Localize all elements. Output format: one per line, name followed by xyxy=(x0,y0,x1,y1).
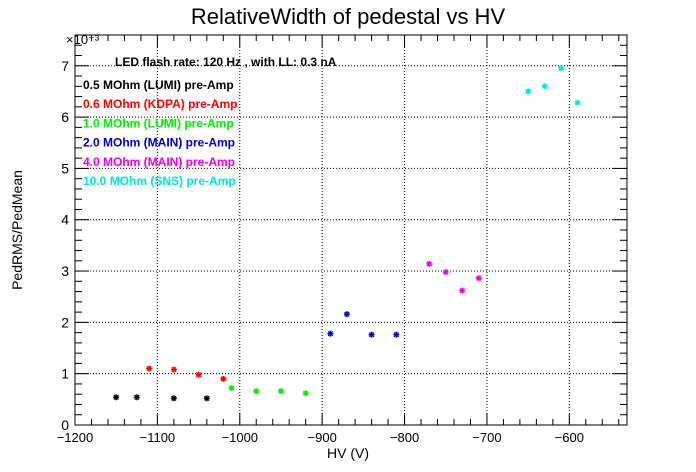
data-point xyxy=(146,365,153,372)
data-point xyxy=(133,394,140,401)
y-tick-label: 7 xyxy=(61,58,69,74)
x-axis: −1200 −1100 −1000 −900 −800 −700 −600 xyxy=(57,35,620,445)
y-tick-label: 5 xyxy=(61,160,69,176)
y-tick-label: 6 xyxy=(61,109,69,125)
legend-header: LED flash rate: 120 Hz , with LL: 0.3 nA xyxy=(115,55,337,69)
data-point xyxy=(541,83,548,90)
y-tick-label: 1 xyxy=(61,366,69,382)
x-tick-label: −900 xyxy=(308,430,337,445)
data-point xyxy=(558,65,565,72)
x-tick-label: −700 xyxy=(472,430,501,445)
data-point xyxy=(574,99,581,106)
y-tick-label: 2 xyxy=(61,314,69,330)
grid xyxy=(75,35,627,425)
chart-title: RelativeWidth of pedestal vs HV xyxy=(191,4,506,29)
legend-entry: 4.0 MOhm (MAIN) pre-Amp xyxy=(83,155,235,169)
legend-entry: 10.0 MOhm (SNS) pre-Amp xyxy=(83,174,236,188)
data-point xyxy=(203,395,210,402)
x-tick-label: −1000 xyxy=(222,430,259,445)
data-point xyxy=(475,275,482,282)
y-axis-label: PedRMS/PedMean xyxy=(9,170,25,290)
data-point xyxy=(253,388,260,395)
y-axis: 0 1 2 3 4 5 6 7 xyxy=(61,34,627,433)
legend-entry: 0.5 MOhm (LUMI) pre-Amp xyxy=(83,78,234,92)
legend-entry: 1.0 MOhm (LUMI) pre-Amp xyxy=(83,116,234,130)
data-point xyxy=(459,287,466,294)
x-tick-label: −1200 xyxy=(57,430,94,445)
legend: LED flash rate: 120 Hz , with LL: 0.3 nA… xyxy=(83,55,337,188)
x-tick-label: −1100 xyxy=(140,430,176,445)
data-point xyxy=(327,330,334,337)
x-tick-label: −600 xyxy=(555,430,584,445)
legend-entry: 0.6 MOhm (KDPA) pre-Amp xyxy=(83,97,237,111)
data-point xyxy=(195,371,202,378)
y-axis-exponent: ×10⁻³ xyxy=(66,32,100,47)
x-tick-label: −800 xyxy=(390,430,419,445)
data-point xyxy=(442,269,449,276)
data-point xyxy=(220,375,227,382)
data-point xyxy=(343,311,350,318)
data-point xyxy=(393,331,400,338)
data-point xyxy=(113,394,120,401)
y-tick-label: 4 xyxy=(61,212,69,228)
data-point xyxy=(426,260,433,267)
y-tick-label: 3 xyxy=(61,263,69,279)
x-axis-label: HV (V) xyxy=(327,445,369,461)
legend-entry: 2.0 MOhm (MAIN) pre-Amp xyxy=(83,136,235,150)
data-point xyxy=(525,88,532,95)
data-points xyxy=(113,65,581,402)
data-point xyxy=(170,366,177,373)
data-point xyxy=(277,388,284,395)
data-point xyxy=(170,395,177,402)
data-point xyxy=(368,331,375,338)
y-tick-label: 0 xyxy=(61,417,69,433)
data-point xyxy=(228,385,235,392)
data-point xyxy=(302,390,309,397)
